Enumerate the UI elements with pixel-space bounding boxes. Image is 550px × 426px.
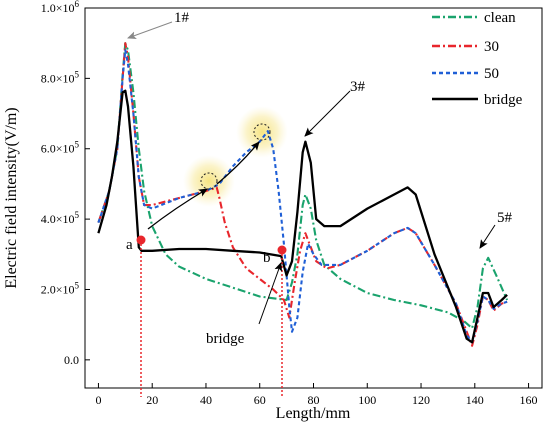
y-tick-label: 4.0×105 <box>41 210 80 226</box>
annotation-bridge: bridge <box>206 331 245 347</box>
x-tick-label: 120 <box>412 393 430 407</box>
annotation-1: 1# <box>174 10 190 26</box>
legend: clean 30 50 bridge <box>432 10 523 108</box>
y-tick-label: 0.0 <box>64 353 79 367</box>
y-tick-label: 8.0×105 <box>41 69 80 85</box>
series-line-clean <box>97 42 509 330</box>
y-tick-label: 1.0×106 <box>41 0 80 15</box>
series-line-50 <box>97 49 508 344</box>
x-tick-label: 160 <box>520 393 538 407</box>
annotation-b: b <box>263 250 271 266</box>
y-tick-label: 2.0×105 <box>41 280 80 296</box>
series-line-30 <box>97 42 508 347</box>
annotation-3: 3# <box>350 79 366 95</box>
x-tick-label: 100 <box>358 393 376 407</box>
arrow-1 <box>127 21 173 40</box>
highlight-circle-50 <box>253 123 271 141</box>
x-tick-label: 40 <box>200 393 212 407</box>
annotation-5: 5# <box>497 210 513 226</box>
x-tick-label: 60 <box>254 393 266 407</box>
curved-arrow-1 <box>147 188 208 230</box>
highlight-circle-30 <box>200 172 218 190</box>
legend-label-50: 50 <box>484 66 499 82</box>
annotation-a: a <box>126 237 133 253</box>
curved-arrow-2 <box>216 141 260 185</box>
x-tick-label: 80 <box>308 393 320 407</box>
legend-label-clean: clean <box>484 10 516 26</box>
y-axis-title: Electric field intensity(V/m) <box>3 107 20 288</box>
highlight-glow-50 <box>236 106 288 158</box>
arrow-3 <box>304 90 351 137</box>
x-axis-title: Length/mm <box>276 405 351 422</box>
x-tick-label: 0 <box>95 393 101 407</box>
series-line-bridge <box>97 89 508 344</box>
legend-label-30: 30 <box>484 39 499 55</box>
marker-b <box>277 245 287 255</box>
marker-a <box>136 235 146 245</box>
x-tick-label: 140 <box>466 393 484 407</box>
arrow-5 <box>479 224 496 249</box>
legend-label-bridge: bridge <box>484 92 523 108</box>
x-tick-label: 20 <box>146 393 158 407</box>
arrow-bridge <box>258 262 283 325</box>
y-tick-label: 6.0×105 <box>41 140 80 156</box>
